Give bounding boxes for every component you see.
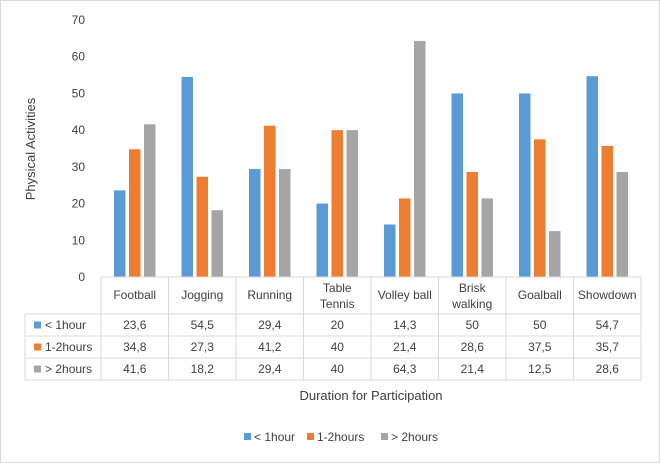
y-tick-label: 20 [72,197,86,211]
y-tick-label: 10 [72,233,86,247]
bar [264,125,276,277]
bar [616,171,628,277]
bar [211,210,223,277]
legend-label: < 1hour [254,430,295,444]
table-series-name: > 2hours [45,362,92,376]
y-tick-label: 0 [78,270,85,284]
data-label: 28,6 [596,362,620,376]
bar [384,224,396,277]
y-tick-label: 70 [72,13,86,27]
bar [196,176,208,277]
data-label: 35,7 [596,340,620,354]
y-tick-label: 60 [72,50,86,64]
data-label: 29,4 [258,362,282,376]
legend-label: 1-2hours [317,430,364,444]
data-label: 23,6 [123,318,147,332]
data-label: 54,5 [191,318,215,332]
data-label: 28,6 [461,340,485,354]
data-label: 64,3 [393,362,417,376]
bar [549,231,561,277]
data-label: 40 [331,340,345,354]
category-label: Showdown [578,288,637,302]
table-legend-key [34,365,41,373]
x-axis-label: Duration for Participation [299,388,442,403]
bar [279,169,291,277]
data-label: 50 [533,318,547,332]
legend-key [244,433,251,440]
category-label: Running [247,288,292,302]
data-label: 14,3 [393,318,417,332]
legend-key [381,433,388,440]
bar [331,130,343,277]
legend-key [307,433,314,440]
data-label: 21,4 [461,362,485,376]
data-label: 34,8 [123,340,147,354]
bar [451,93,463,277]
table-series-name: < 1hour [45,318,86,332]
bar [114,190,126,277]
data-label: 37,5 [528,340,552,354]
bar [414,40,426,278]
bar [129,149,141,277]
bar [181,76,193,278]
bar [249,169,261,277]
bar [316,203,328,277]
y-axis-label: Physical Activities [23,97,38,200]
bar [144,124,156,277]
legend-label: > 2hours [391,430,438,444]
data-label: 29,4 [258,318,282,332]
category-label: Volley ball [378,288,432,302]
bar [481,198,493,277]
category-label: Football [113,288,156,302]
data-label: 41,6 [123,362,147,376]
table-legend-key [34,321,41,329]
data-label: 27,3 [191,340,215,354]
y-tick-label: 30 [72,160,86,174]
data-label: 40 [331,362,345,376]
bar [586,76,598,278]
bar [346,130,358,277]
category-label: Brisk [459,281,487,295]
category-label: Jogging [181,288,223,302]
bar [466,171,478,277]
y-tick-label: 40 [72,123,86,137]
data-label: 54,7 [596,318,620,332]
data-label: 20 [331,318,345,332]
data-label: 12,5 [528,362,552,376]
bar [399,198,411,277]
category-label: Table [323,281,352,295]
table-legend-key [34,343,41,351]
data-label: 50 [466,318,480,332]
data-label: 41,2 [258,340,282,354]
bar [534,139,546,277]
data-label: 21,4 [393,340,417,354]
category-label: Tennis [320,297,355,311]
table-series-name: 1-2hours [45,340,92,354]
bar [519,93,531,277]
y-tick-label: 50 [72,86,86,100]
data-label: 18,2 [191,362,215,376]
category-label: Goalball [518,288,562,302]
category-label: walking [451,297,492,311]
bar [601,145,613,277]
